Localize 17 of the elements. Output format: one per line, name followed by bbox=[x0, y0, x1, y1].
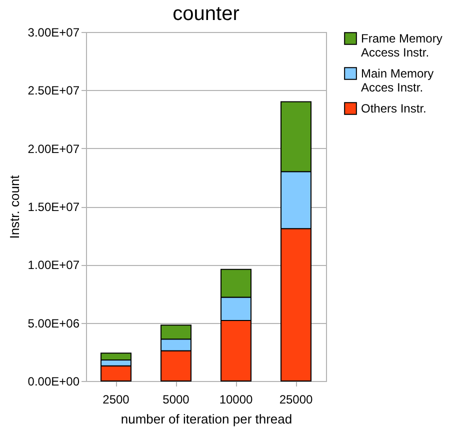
legend-label: Others Instr. bbox=[361, 102, 426, 116]
x-tick-label: 10000 bbox=[219, 392, 254, 406]
y-axis-title: Instr. count bbox=[6, 174, 22, 239]
x-axis-title: number of iteration per thread bbox=[120, 412, 292, 426]
y-tick-label: 5.00E+06 bbox=[28, 316, 80, 330]
y-tick-label: 0.00E+00 bbox=[28, 374, 80, 388]
x-tick-label: 5000 bbox=[162, 392, 190, 406]
y-tick-label: 2.00E+07 bbox=[28, 142, 80, 156]
y-tick-label: 1.00E+07 bbox=[28, 258, 80, 272]
y-tick-label: 2.50E+07 bbox=[28, 84, 80, 98]
chart-title: counter bbox=[172, 3, 240, 25]
y-tick-label: 3.00E+07 bbox=[28, 26, 80, 40]
y-tick-label: 1.50E+07 bbox=[28, 200, 80, 214]
legend-label: Main Memory Acces Instr. bbox=[361, 66, 434, 94]
x-tick-label: 25000 bbox=[279, 392, 314, 406]
x-tick-label: 2500 bbox=[102, 392, 130, 406]
legend-label: Frame Memory Access Instr. bbox=[361, 32, 442, 60]
